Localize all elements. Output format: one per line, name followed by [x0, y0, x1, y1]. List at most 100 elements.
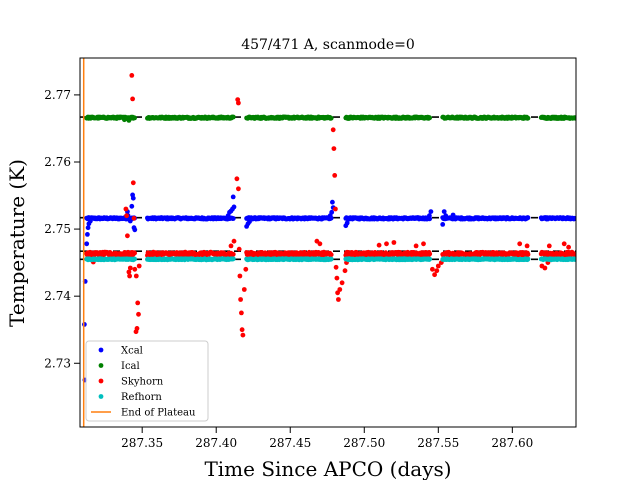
- data-point-skyhorn: [133, 273, 139, 279]
- series-xcal: [82, 192, 576, 383]
- data-point-skyhorn: [566, 244, 571, 250]
- x-axis-label: Time Since APCO (days): [204, 457, 451, 480]
- y-tick-label: 2.75: [44, 222, 71, 236]
- legend-marker-xcal: [98, 347, 104, 353]
- data-point-skyhorn: [124, 213, 129, 219]
- data-point-skyhorn: [132, 266, 138, 272]
- data-point-xcal: [130, 195, 136, 201]
- data-point-skyhorn: [333, 206, 338, 212]
- plot-area: [80, 58, 576, 427]
- data-point-ical: [525, 115, 531, 121]
- data-point-skyhorn: [331, 146, 337, 152]
- x-tick-label: 287.45: [269, 436, 311, 450]
- data-point-xcal: [85, 232, 90, 237]
- data-point-skyhorn: [123, 206, 129, 212]
- data-point-refhorn: [525, 256, 531, 262]
- data-point-skyhorn: [337, 287, 343, 292]
- axes-frame: [79, 57, 577, 428]
- data-point-skyhorn: [234, 176, 240, 182]
- data-point-skyhorn: [427, 251, 433, 257]
- data-point-xcal: [427, 213, 432, 219]
- data-point-xcal: [525, 215, 531, 221]
- data-point-xcal: [84, 241, 90, 247]
- data-point-skyhorn: [524, 243, 530, 249]
- legend-marker-ical: [98, 363, 104, 368]
- data-point-xcal: [440, 222, 446, 227]
- data-point-xcal: [88, 218, 93, 224]
- data-point-skyhorn: [136, 311, 141, 317]
- data-point-skyhorn: [339, 280, 345, 286]
- data-point-skyhorn: [413, 243, 419, 249]
- data-point-skyhorn: [342, 268, 348, 274]
- data-point-skyhorn: [126, 269, 132, 275]
- data-point-skyhorn: [127, 265, 133, 271]
- y-axis-label: Temperature (K): [5, 159, 29, 327]
- data-point-skyhorn: [129, 73, 135, 78]
- data-point-skyhorn: [236, 246, 242, 252]
- legend-label-skyhorn: Skyhorn: [121, 377, 164, 388]
- data-point-refhorn: [573, 257, 576, 262]
- data-point-skyhorn: [239, 310, 244, 316]
- data-point-skyhorn: [317, 241, 323, 247]
- legend-label-ical: Ical: [121, 361, 140, 372]
- data-point-skyhorn: [384, 241, 389, 247]
- series-skyhorn: [84, 73, 576, 338]
- data-point-skyhorn: [525, 252, 531, 257]
- data-point-refhorn: [132, 256, 138, 262]
- data-point-skyhorn: [435, 263, 441, 269]
- data-point-skyhorn: [333, 264, 339, 270]
- data-point-skyhorn: [230, 251, 236, 257]
- data-point-skyhorn: [561, 241, 567, 247]
- data-point-refhorn: [427, 256, 433, 262]
- data-point-skyhorn: [136, 263, 142, 269]
- data-point-ical: [122, 117, 127, 123]
- data-point-xcal: [230, 216, 236, 221]
- series-ical: [84, 114, 576, 123]
- data-point-skyhorn: [127, 273, 132, 279]
- data-point-skyhorn: [125, 233, 130, 239]
- data-point-skyhorn: [421, 241, 426, 247]
- x-tick-label: 287.40: [195, 436, 237, 450]
- x-tick-label: 287.60: [491, 436, 533, 450]
- data-point-ical: [328, 115, 334, 121]
- data-point-xcal: [329, 209, 335, 215]
- data-point-skyhorn: [336, 297, 341, 302]
- data-point-skyhorn: [573, 251, 576, 257]
- series-refhorn: [84, 256, 576, 263]
- data-point-xcal: [247, 219, 252, 225]
- data-point-xcal: [428, 209, 434, 215]
- x-tick-label: 287.50: [343, 436, 385, 450]
- data-point-ical: [126, 118, 132, 123]
- data-point-skyhorn: [132, 250, 138, 256]
- data-point-refhorn: [230, 256, 236, 262]
- data-point-refhorn: [328, 256, 334, 262]
- legend-label-refhorn: Refhorn: [121, 392, 162, 403]
- data-point-xcal: [443, 213, 449, 219]
- data-point-skyhorn: [135, 300, 141, 306]
- y-tick-label: 2.73: [44, 356, 71, 370]
- chart-title: 457/471 A, scanmode=0: [241, 37, 415, 53]
- data-point-skyhorn: [332, 173, 338, 178]
- legend-marker-skyhorn: [98, 378, 104, 384]
- data-point-skyhorn: [238, 297, 244, 302]
- data-point-ical: [132, 115, 138, 121]
- data-point-xcal: [230, 194, 236, 200]
- data-point-skyhorn: [131, 215, 137, 221]
- legend-label-xcal: Xcal: [121, 346, 143, 357]
- data-point-xcal: [441, 209, 447, 215]
- y-tick-label: 2.77: [44, 88, 71, 102]
- data-point-skyhorn: [517, 241, 523, 247]
- data-point-skyhorn: [236, 100, 241, 106]
- data-point-skyhorn: [430, 266, 435, 272]
- data-point-xcal: [132, 227, 138, 233]
- y-tick-label: 2.76: [44, 155, 71, 169]
- data-point-ical: [427, 115, 433, 121]
- data-point-skyhorn: [231, 238, 237, 244]
- data-point-skyhorn: [236, 186, 241, 192]
- legend: Xcal Ical Skyhorn Refhorn End of Plateau: [85, 340, 209, 422]
- axes: 287.35 287.40 287.45 287.50 287.55 287.60 2.73…: [44, 57, 577, 450]
- data-point-skyhorn: [542, 265, 548, 271]
- data-point-skyhorn: [237, 273, 243, 279]
- data-point-skyhorn: [243, 266, 249, 272]
